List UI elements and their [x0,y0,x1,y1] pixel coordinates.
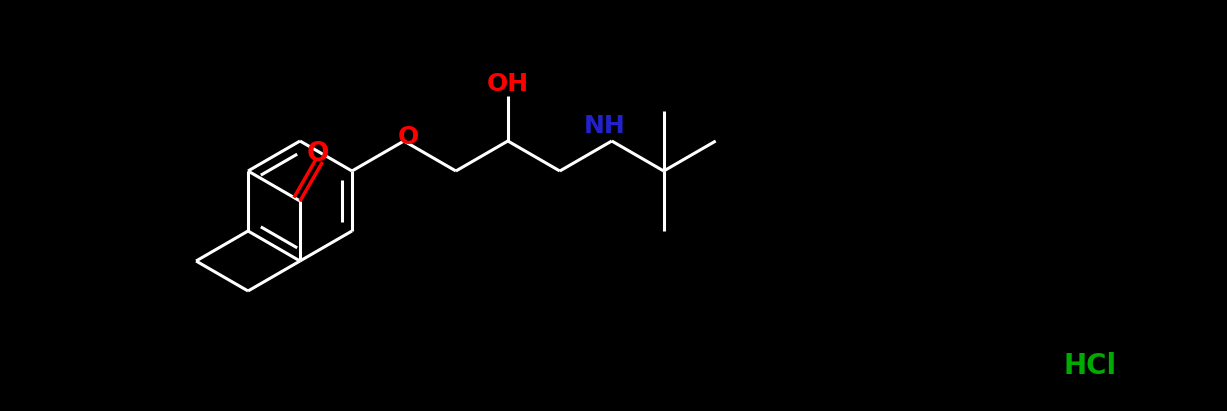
Text: OH: OH [487,72,529,96]
Text: O: O [398,125,418,149]
Text: NH: NH [584,114,626,138]
Text: O: O [307,141,329,167]
Text: HCl: HCl [1064,352,1117,380]
